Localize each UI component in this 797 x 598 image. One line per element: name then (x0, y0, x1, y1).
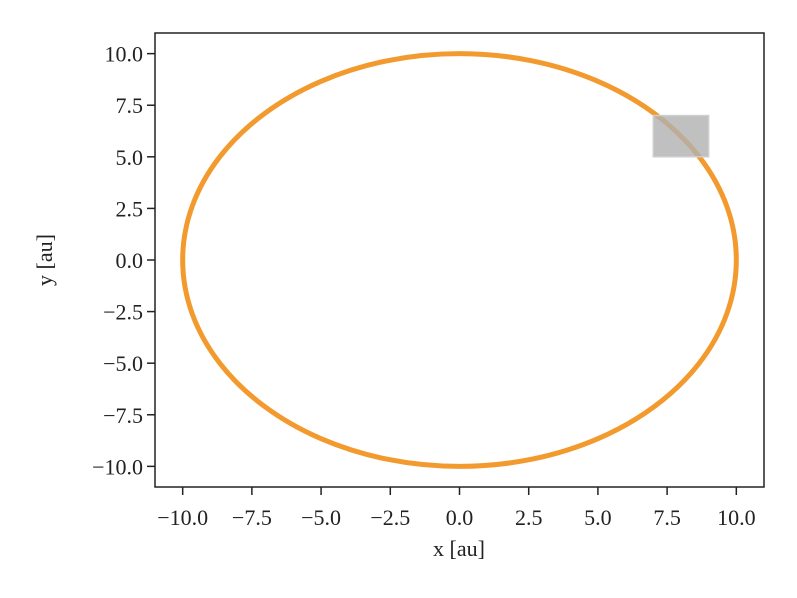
x-tick-label: −7.5 (232, 505, 272, 530)
y-tick-label: −2.5 (103, 300, 143, 325)
y-axis-label: y [au] (32, 234, 57, 286)
y-tick-label: −10.0 (92, 454, 143, 479)
y-tick-label: 10.0 (105, 42, 144, 67)
y-tick-label: 5.0 (116, 145, 144, 170)
y-tick-label: 2.5 (116, 196, 144, 221)
x-tick-label: 0.0 (446, 505, 474, 530)
plot-frame (154, 32, 765, 488)
x-axis-label: x [au] (433, 536, 485, 561)
orbit-line (180, 51, 739, 469)
y-tick-label: −5.0 (103, 351, 143, 376)
y-tick-label: 0.0 (116, 248, 144, 273)
shaded-region (652, 114, 710, 158)
x-tick-label: −5.0 (301, 505, 341, 530)
x-tick-label: 2.5 (515, 505, 543, 530)
y-tick-label: −7.5 (103, 403, 143, 428)
x-tick-label: 10.0 (717, 505, 756, 530)
x-tick-label: 5.0 (584, 505, 612, 530)
x-tick-label: −2.5 (370, 505, 410, 530)
y-tick-label: 7.5 (116, 93, 144, 118)
x-tick-label: −10.0 (157, 505, 208, 530)
x-tick-label: 7.5 (653, 505, 681, 530)
